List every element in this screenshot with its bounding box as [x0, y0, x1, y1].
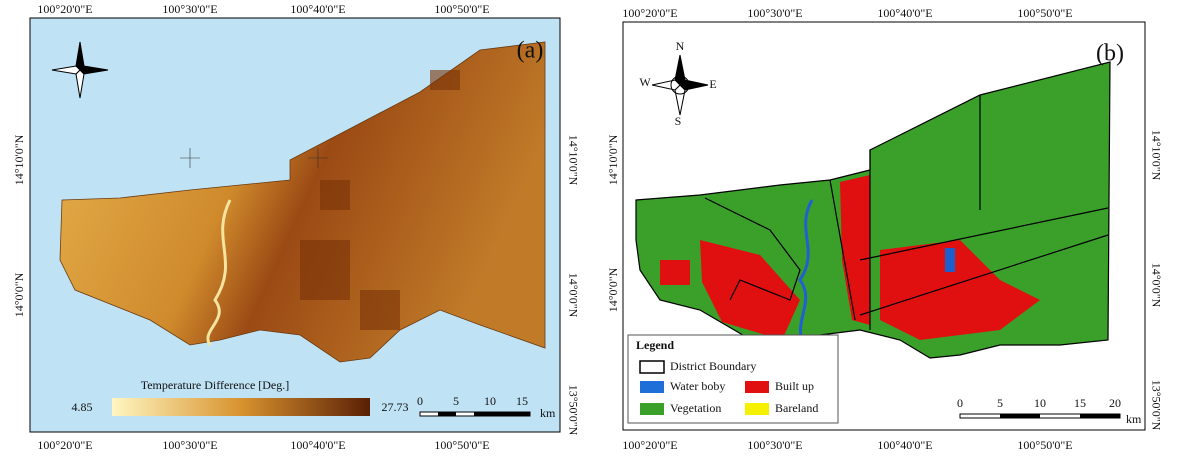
panel-label: (a) — [517, 38, 544, 64]
scalebar-label: 10 — [484, 394, 496, 408]
scalebar — [960, 414, 1120, 418]
right-tick-label: 14°0'0"N — [566, 273, 580, 318]
right-tick-label: 14°10'0"N — [1149, 130, 1163, 181]
compass-label: N — [676, 39, 685, 53]
right-tick-label: 14°10'0"N — [566, 135, 580, 186]
colorbar-title: Temperature Difference [Deg.] — [141, 378, 290, 392]
panel-label: (b) — [1096, 41, 1124, 67]
scalebar-label: 5 — [997, 396, 1003, 410]
legend-label: Vegetation — [670, 401, 721, 415]
legend-swatch — [745, 403, 769, 415]
bottom-tick-label: 100°20'0"E — [37, 438, 92, 452]
panel-a: (a) 100°20'0"E 100°30'0"E 100°40'0"E 100… — [12, 2, 581, 452]
scalebar-label: 15 — [1074, 396, 1086, 410]
bottom-tick-label: 100°50'0"E — [1017, 438, 1072, 452]
scalebar-label: 10 — [1034, 396, 1046, 410]
scalebar-label: 0 — [417, 394, 423, 408]
colorbar — [112, 398, 370, 416]
scalebar-unit: km — [540, 406, 556, 420]
top-tick-label: 100°50'0"E — [434, 2, 489, 16]
legend-label: Built up — [775, 379, 814, 393]
bottom-tick-label: 100°30'0"E — [162, 438, 217, 452]
top-tick-label: 100°20'0"E — [37, 2, 92, 16]
legend-swatch — [640, 381, 664, 393]
compass-label: S — [675, 114, 682, 128]
scalebar-label: 20 — [1109, 396, 1121, 410]
top-tick-label: 100°30'0"E — [162, 2, 217, 16]
bottom-tick-label: 100°50'0"E — [434, 438, 489, 452]
right-tick-label: 13°50'0"N — [566, 385, 580, 436]
legend-label: Water boby — [670, 379, 725, 393]
right-tick-label: 13°50'0"N — [1149, 380, 1163, 431]
top-tick-label: 100°20'0"E — [622, 6, 677, 20]
panel-b: N E S W (b) 100°20'0"E 100°30'0"E 100°40… — [606, 6, 1164, 452]
scalebar-label: 5 — [453, 394, 459, 408]
top-tick-label: 100°30'0"E — [747, 6, 802, 20]
figure: (a) 100°20'0"E 100°30'0"E 100°40'0"E 100… — [0, 0, 1177, 457]
legend-label: Bareland — [775, 401, 818, 415]
legend-label: District Boundary — [670, 359, 756, 373]
bottom-tick-label: 100°20'0"E — [622, 438, 677, 452]
scalebar-unit: km — [1126, 412, 1142, 426]
bottom-tick-label: 100°40'0"E — [877, 438, 932, 452]
compass-label: W — [639, 75, 651, 89]
colorbar-min: 4.85 — [72, 400, 93, 414]
scalebar — [420, 412, 530, 416]
bottom-tick-label: 100°30'0"E — [747, 438, 802, 452]
compass-label: E — [709, 77, 716, 91]
scalebar-label: 0 — [957, 396, 963, 410]
water-body — [945, 248, 955, 272]
legend-swatch — [745, 381, 769, 393]
left-tick-label: 14°0'0"N — [12, 272, 26, 317]
right-tick-label: 14°0'0"N — [1149, 263, 1163, 308]
left-tick-label: 14°10'0"N — [606, 134, 620, 185]
legend-title: Legend — [636, 338, 674, 352]
top-tick-label: 100°40'0"E — [290, 2, 345, 16]
legend: Legend District Boundary Water boby Buil… — [628, 335, 838, 423]
top-tick-label: 100°40'0"E — [877, 6, 932, 20]
legend-swatch — [640, 403, 664, 415]
scalebar-label: 15 — [516, 394, 528, 408]
bottom-tick-label: 100°40'0"E — [290, 438, 345, 452]
left-tick-label: 14°0'0"N — [606, 267, 620, 312]
top-tick-label: 100°50'0"E — [1017, 6, 1072, 20]
left-tick-label: 14°10'0"N — [12, 134, 26, 185]
colorbar-max: 27.73 — [382, 400, 409, 414]
